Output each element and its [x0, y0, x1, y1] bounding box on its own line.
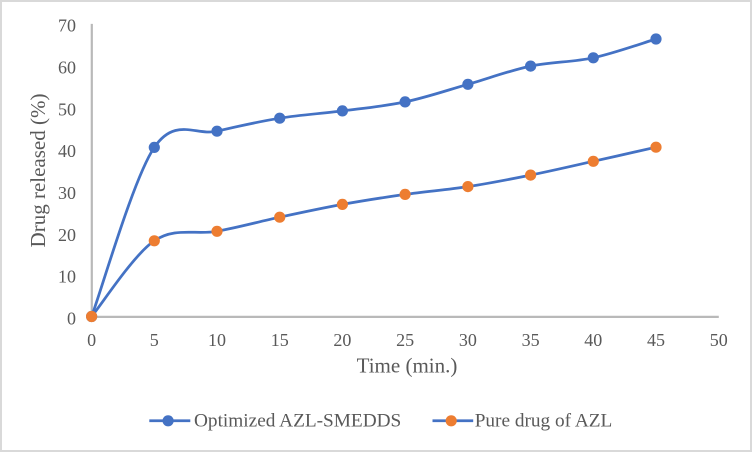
- svg-text:60: 60: [58, 58, 76, 78]
- svg-text:Time (min.): Time (min.): [357, 354, 458, 378]
- svg-text:0: 0: [87, 330, 96, 350]
- svg-text:10: 10: [58, 267, 76, 287]
- svg-text:30: 30: [459, 330, 477, 350]
- svg-text:Optimized AZL-SMEDDS: Optimized AZL-SMEDDS: [194, 410, 401, 431]
- svg-text:70: 70: [58, 16, 76, 36]
- svg-text:40: 40: [58, 141, 76, 161]
- svg-text:Pure drug of AZL: Pure drug of AZL: [475, 410, 613, 431]
- svg-text:40: 40: [584, 330, 602, 350]
- svg-text:50: 50: [58, 99, 76, 119]
- svg-text:50: 50: [710, 330, 728, 350]
- svg-text:0: 0: [67, 308, 76, 328]
- svg-text:20: 20: [333, 330, 351, 350]
- svg-text:45: 45: [647, 330, 665, 350]
- svg-text:20: 20: [58, 225, 76, 245]
- svg-text:30: 30: [58, 183, 76, 203]
- svg-text:5: 5: [150, 330, 159, 350]
- svg-text:10: 10: [208, 330, 226, 350]
- svg-text:15: 15: [271, 330, 289, 350]
- svg-text:35: 35: [522, 330, 540, 350]
- svg-text:25: 25: [396, 330, 414, 350]
- svg-text:Drug released (%): Drug released (%): [26, 94, 50, 248]
